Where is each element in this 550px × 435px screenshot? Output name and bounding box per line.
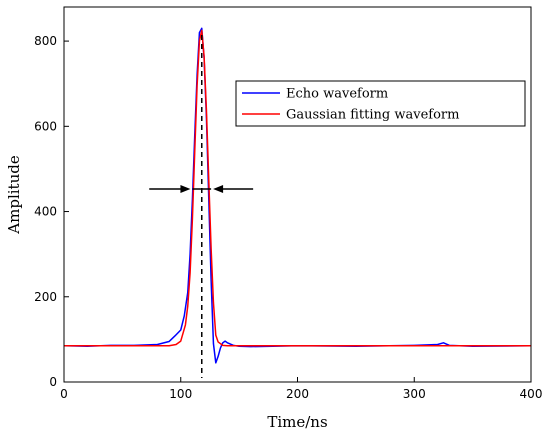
x-tick-label-2: 200 [286, 387, 309, 401]
plot-frame [63, 6, 532, 383]
y-tick-label-2: 400 [34, 205, 57, 219]
x-tick-label-1: 100 [169, 387, 192, 401]
x-tick-label-0: 0 [60, 387, 68, 401]
legend: Echo waveform Gaussian fitting waveform [235, 80, 526, 127]
y-tick-label-0: 0 [49, 375, 57, 389]
tick-layer: 0 100 200 300 400 0 200 400 600 800 [34, 34, 542, 401]
y-axis-title: Amplitude [5, 155, 23, 235]
legend-box [235, 80, 526, 127]
y-tick-label-4: 800 [34, 34, 57, 48]
legend-label-gaussian: Gaussian fitting waveform [286, 108, 459, 123]
x-tick-label-3: 300 [403, 387, 426, 401]
annotation-layer [149, 35, 254, 378]
x-axis-title: Time/ns [267, 413, 327, 431]
y-tick-label-3: 600 [34, 119, 57, 133]
legend-label-echo: Echo waveform [286, 87, 388, 102]
fwhm-arrow-left-head [180, 184, 191, 193]
series-line-1 [64, 29, 531, 347]
x-tick-label-4: 400 [520, 387, 543, 401]
fwhm-arrow-right-head [213, 184, 224, 193]
y-tick-label-1: 200 [34, 290, 57, 304]
series-line-0 [63, 27, 532, 364]
series-layer [63, 27, 532, 364]
